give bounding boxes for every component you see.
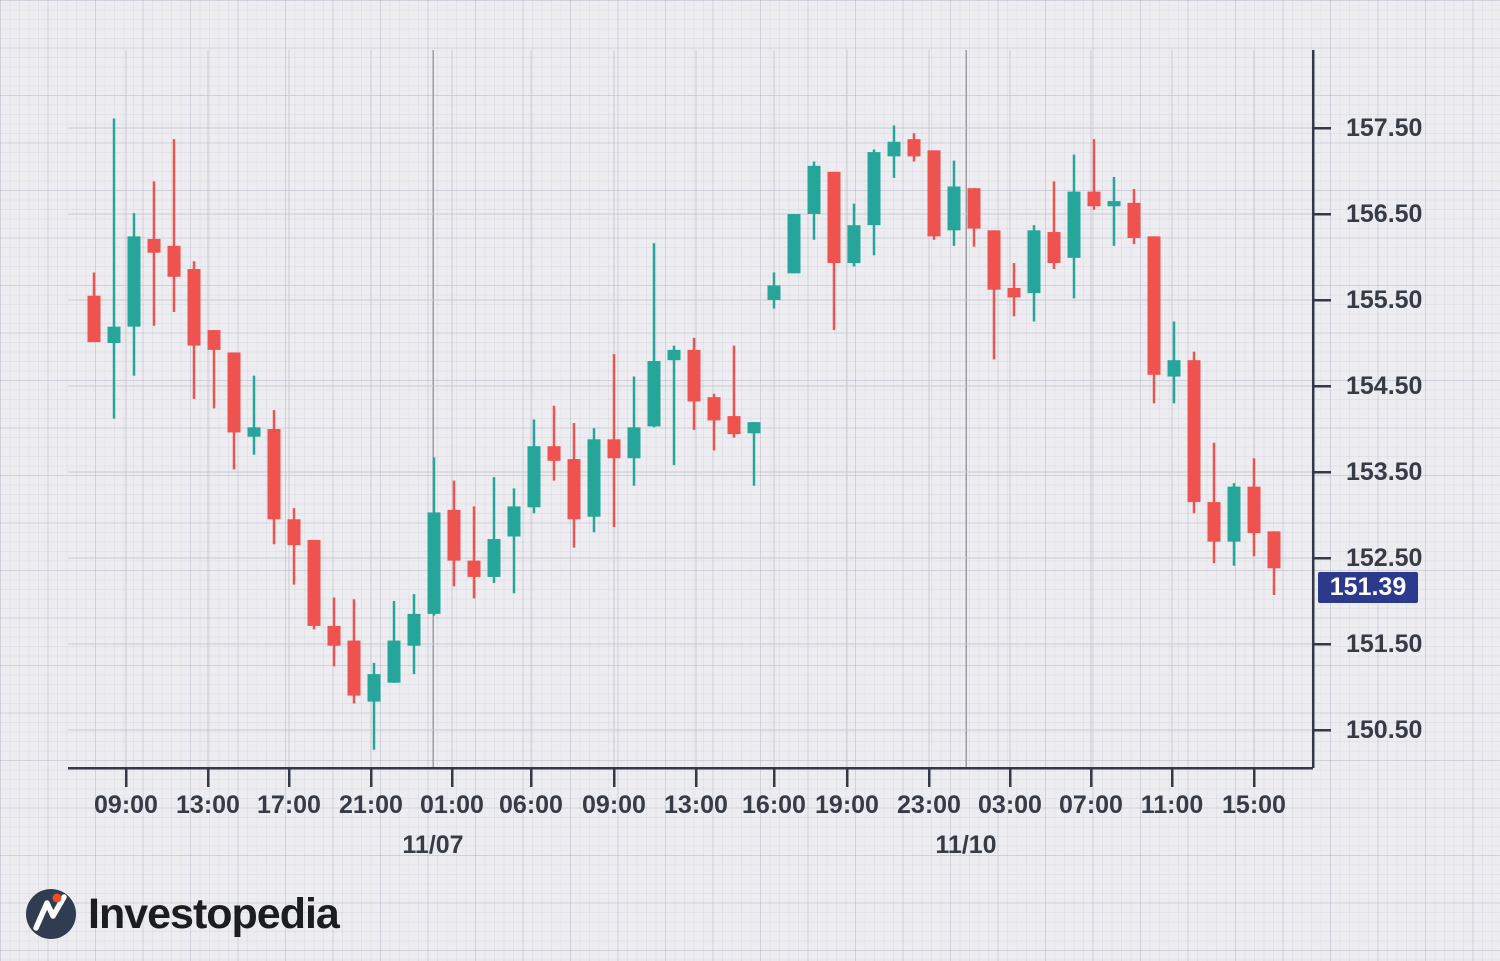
candle-down	[1047, 232, 1061, 264]
candle-up	[527, 446, 541, 508]
candle-up	[847, 225, 861, 264]
candle-up	[387, 640, 401, 683]
last-price-badge: 151.39	[1318, 572, 1418, 603]
candle-down	[287, 519, 301, 546]
x-tick-label: 17:00	[257, 791, 321, 819]
candle-down	[307, 539, 321, 626]
candle-down	[1187, 360, 1201, 503]
candle-up	[247, 427, 261, 437]
candle-up	[1067, 191, 1081, 258]
candle-up	[367, 674, 381, 702]
candle-down	[1087, 191, 1101, 207]
candle-down	[1127, 202, 1141, 239]
candle-down	[87, 295, 101, 343]
x-tick-label: 09:00	[94, 791, 158, 819]
x-tick-label: 21:00	[339, 791, 403, 819]
candle-down	[207, 330, 221, 350]
candle-down	[827, 171, 841, 264]
candle-up	[807, 165, 821, 214]
y-tick-label: 153.50	[1346, 458, 1423, 486]
x-tick-label: 11:00	[1140, 791, 1204, 819]
candle-down	[707, 397, 721, 421]
candle-down	[727, 416, 741, 435]
investopedia-logo-icon	[26, 889, 76, 939]
candle-up	[1107, 201, 1121, 207]
candle-up	[1227, 486, 1241, 542]
candle-up	[407, 613, 421, 646]
x-tick-label: 13:00	[176, 791, 240, 819]
candle-up	[487, 539, 501, 577]
candle-down	[227, 352, 241, 433]
y-tick-label: 157.50	[1346, 114, 1423, 142]
date-label: 11/07	[402, 831, 464, 859]
x-tick-label: 03:00	[978, 791, 1042, 819]
candle-up	[667, 349, 681, 361]
x-tick-label: 23:00	[897, 791, 961, 819]
candle-down	[687, 349, 701, 402]
candle-down	[167, 245, 181, 277]
candle-down	[907, 139, 921, 157]
candle-up	[587, 439, 601, 517]
candle-up	[507, 506, 521, 537]
x-tick-label: 16:00	[742, 791, 806, 819]
x-tick-label: 15:00	[1222, 791, 1286, 819]
candle-down	[347, 640, 361, 696]
candle-up	[1167, 360, 1181, 377]
candle-down	[1007, 287, 1021, 298]
candle-up	[767, 285, 781, 300]
candle-up	[747, 422, 761, 434]
candle-up	[427, 512, 441, 614]
candle-down	[1247, 486, 1261, 534]
candle-down	[567, 459, 581, 520]
candle-down	[467, 560, 481, 577]
y-tick-label: 152.50	[1346, 544, 1423, 572]
candle-up	[1027, 230, 1041, 294]
candle-up	[887, 141, 901, 157]
candle-down	[147, 238, 161, 253]
x-tick-label: 07:00	[1059, 791, 1123, 819]
candle-up	[107, 326, 121, 343]
x-tick-label: 13:00	[664, 791, 728, 819]
candle-down	[187, 269, 201, 346]
investopedia-logo: Investopedia	[25, 886, 340, 942]
candle-up	[867, 152, 881, 226]
candle-up	[647, 361, 661, 427]
candle-up	[127, 236, 141, 327]
candle-up	[787, 214, 801, 274]
candle-down	[447, 509, 461, 561]
y-tick-label: 150.50	[1346, 716, 1423, 744]
candle-down	[1267, 531, 1281, 569]
investopedia-logo-text: Investopedia	[88, 890, 340, 938]
candle-down	[927, 150, 941, 237]
candle-up	[947, 186, 961, 231]
y-tick-label: 155.50	[1346, 286, 1423, 314]
candle-down	[607, 439, 621, 459]
y-tick-label: 154.50	[1346, 372, 1423, 400]
candle-down	[267, 429, 281, 520]
y-tick-label: 151.50	[1346, 630, 1423, 658]
date-label: 11/10	[935, 831, 997, 859]
candle-down	[1147, 236, 1161, 375]
candle-down	[547, 446, 561, 461]
y-tick-label: 156.50	[1346, 200, 1423, 228]
candle-down	[987, 230, 1001, 290]
candle-up	[627, 427, 641, 459]
x-tick-label: 19:00	[815, 791, 879, 819]
x-tick-label: 01:00	[420, 791, 484, 819]
candle-down	[1207, 502, 1221, 542]
candle-down	[327, 625, 341, 646]
x-tick-label: 09:00	[582, 791, 646, 819]
candle-down	[967, 188, 981, 229]
x-tick-label: 06:00	[499, 791, 563, 819]
